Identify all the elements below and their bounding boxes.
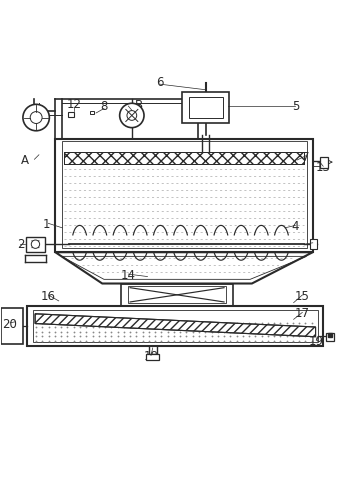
Text: 19: 19 xyxy=(309,335,324,348)
Text: 5: 5 xyxy=(292,99,299,112)
Polygon shape xyxy=(35,314,316,337)
Bar xyxy=(182,92,229,124)
Text: 7: 7 xyxy=(302,150,309,164)
Bar xyxy=(64,152,304,164)
Bar xyxy=(326,333,334,340)
Text: 14: 14 xyxy=(121,269,136,282)
Text: 1: 1 xyxy=(43,218,50,231)
Bar xyxy=(1,308,23,344)
Bar xyxy=(26,237,45,252)
Text: 6: 6 xyxy=(156,76,163,89)
Text: 4: 4 xyxy=(292,220,299,233)
Text: 8: 8 xyxy=(100,99,108,112)
Text: 18: 18 xyxy=(144,350,159,363)
Text: 16: 16 xyxy=(41,290,56,303)
Bar xyxy=(189,97,223,118)
Text: A: A xyxy=(21,154,29,167)
Circle shape xyxy=(31,240,40,248)
Bar xyxy=(33,310,318,342)
Bar xyxy=(68,112,74,117)
Circle shape xyxy=(120,103,144,128)
Bar xyxy=(27,306,323,346)
Bar xyxy=(55,139,313,252)
Bar xyxy=(121,283,233,306)
Circle shape xyxy=(30,112,42,124)
Text: 3: 3 xyxy=(309,238,316,251)
Bar xyxy=(146,354,159,360)
Text: 2: 2 xyxy=(17,238,24,251)
Bar xyxy=(64,152,304,164)
Bar xyxy=(128,286,226,303)
Text: B: B xyxy=(135,98,143,112)
Text: 20: 20 xyxy=(2,318,18,331)
Bar xyxy=(90,111,94,114)
Text: 13: 13 xyxy=(316,161,331,174)
Bar xyxy=(310,239,317,249)
Text: 15: 15 xyxy=(295,290,310,303)
Bar xyxy=(62,141,307,248)
Circle shape xyxy=(23,104,49,131)
Circle shape xyxy=(127,111,137,120)
Text: 12: 12 xyxy=(67,98,82,111)
Bar xyxy=(321,157,328,168)
Text: 17: 17 xyxy=(295,307,310,320)
